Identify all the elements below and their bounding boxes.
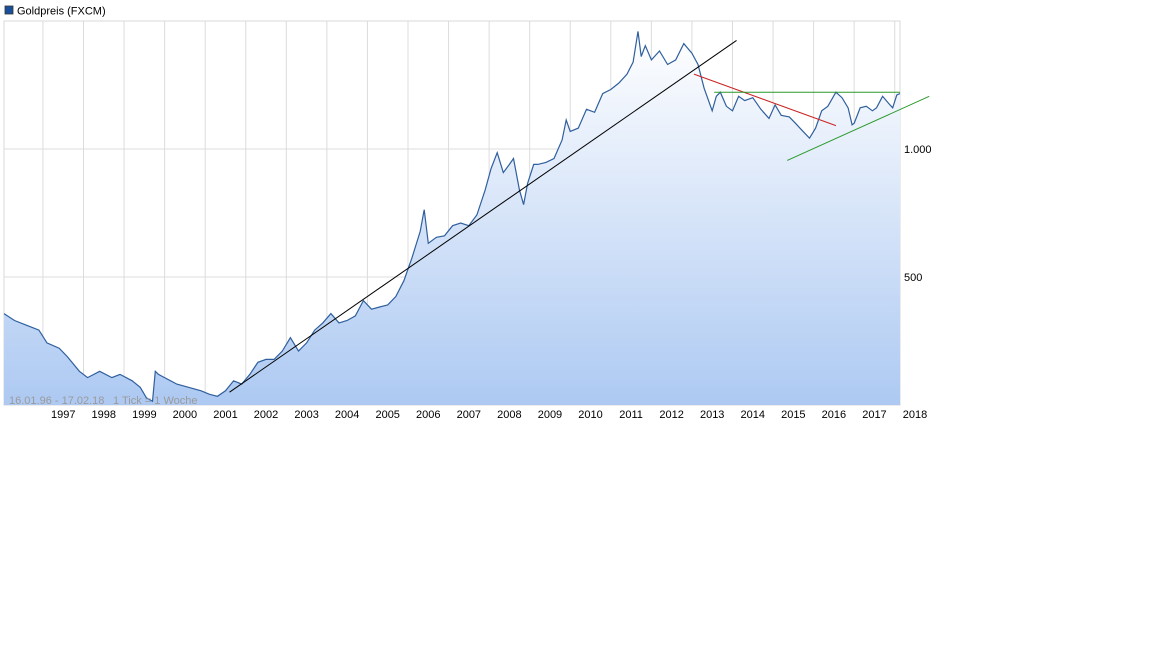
x-axis-ticks: 1997 1998 1999 2000 2001 2002 2003 2004 2005 2006… [51, 409, 927, 421]
date-range-label: 16.01.96 - 17.02.18 [9, 395, 104, 407]
x-tick-label-1999: 1999 [132, 409, 156, 421]
x-tick-label-2001: 2001 [213, 409, 237, 421]
trendline-1 [229, 40, 737, 393]
x-tick-label-2007: 2007 [457, 409, 481, 421]
legend: Goldpreis (FXCM) [4, 5, 106, 18]
price-area-fill [4, 31, 900, 406]
x-tick-label-2012: 2012 [659, 409, 683, 421]
trendline-4 [787, 95, 930, 161]
x-tick-label-2005: 2005 [375, 409, 399, 421]
x-tick-label-2006: 2006 [416, 409, 440, 421]
trendline-2 [693, 73, 837, 127]
x-tick-label-2002: 2002 [254, 409, 278, 421]
x-tick-label-2008: 2008 [497, 409, 521, 421]
trendlines [229, 40, 930, 393]
legend-label: Goldpreis (FXCM) [17, 6, 106, 18]
tick-note-label: 1 Tick = 1 Woche [113, 395, 197, 407]
x-tick-label-2017: 2017 [862, 409, 886, 421]
price-line [3, 31, 901, 403]
y-axis-ticks: 500 1.000 [904, 144, 932, 284]
x-tick-label-2016: 2016 [822, 409, 846, 421]
x-tick-label-2014: 2014 [741, 409, 765, 421]
legend-swatch [4, 5, 14, 15]
y-tick-label-500: 500 [904, 272, 922, 284]
x-tick-label-1997: 1997 [51, 409, 75, 421]
x-tick-label-2009: 2009 [538, 409, 562, 421]
x-tick-label-2013: 2013 [700, 409, 724, 421]
x-tick-label-2003: 2003 [294, 409, 318, 421]
x-tick-label-2010: 2010 [578, 409, 602, 421]
x-tick-label-2015: 2015 [781, 409, 805, 421]
x-tick-label-1998: 1998 [92, 409, 116, 421]
x-tick-label-2004: 2004 [335, 409, 359, 421]
y-tick-label-1000: 1.000 [904, 144, 932, 156]
x-tick-label-2018: 2018 [903, 409, 927, 421]
x-tick-label-2000: 2000 [173, 409, 197, 421]
x-tick-label-2011: 2011 [619, 409, 643, 421]
